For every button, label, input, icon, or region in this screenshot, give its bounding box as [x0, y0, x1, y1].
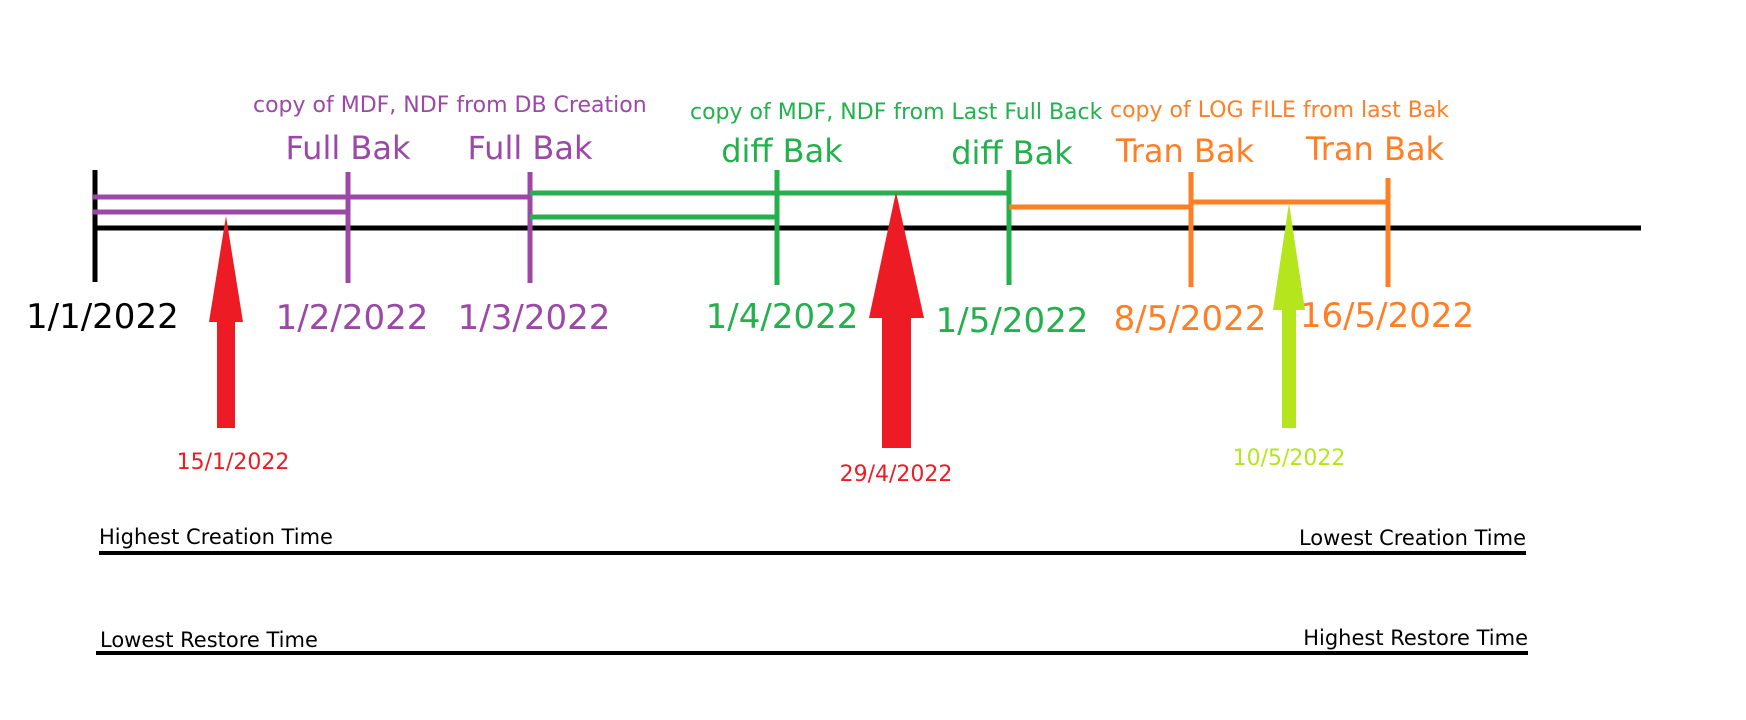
backup-date: 1/4/2022 — [706, 297, 859, 337]
restore-scale-left: Lowest Restore Time — [100, 628, 318, 652]
restore-scale-right: Highest Restore Time — [1303, 626, 1528, 650]
restore-date: 15/1/2022 — [177, 450, 290, 475]
restore-arrow-red-large — [869, 192, 924, 448]
restore-arrow-lime — [1273, 203, 1305, 428]
backup-date: 1/5/2022 — [936, 301, 1089, 341]
backup-date: 8/5/2022 — [1114, 299, 1267, 339]
backup-label: Full Bak — [286, 129, 411, 167]
creation-scale-right: Lowest Creation Time — [1299, 526, 1526, 550]
start-date: 1/1/2022 — [26, 297, 179, 337]
restore-date: 29/4/2022 — [840, 462, 953, 487]
backup-label: Tran Bak — [1305, 130, 1445, 168]
orange-note: copy of LOG FILE from last Bak — [1110, 98, 1449, 123]
backup-date: 1/3/2022 — [458, 298, 611, 338]
restore-arrow-red-small — [209, 216, 243, 428]
backup-date: 16/5/2022 — [1300, 296, 1474, 336]
backup-date: 1/2/2022 — [276, 298, 429, 338]
backup-label: Full Bak — [468, 129, 593, 167]
green-note: copy of MDF, NDF from Last Full Back — [690, 100, 1103, 125]
purple-note: copy of MDF, NDF from DB Creation — [253, 93, 647, 118]
backup-label: diff Bak — [951, 134, 1073, 172]
restore-date: 10/5/2022 — [1233, 446, 1346, 471]
backup-label: diff Bak — [721, 132, 843, 170]
creation-scale-left: Highest Creation Time — [99, 525, 333, 549]
backup-label: Tran Bak — [1115, 132, 1255, 170]
